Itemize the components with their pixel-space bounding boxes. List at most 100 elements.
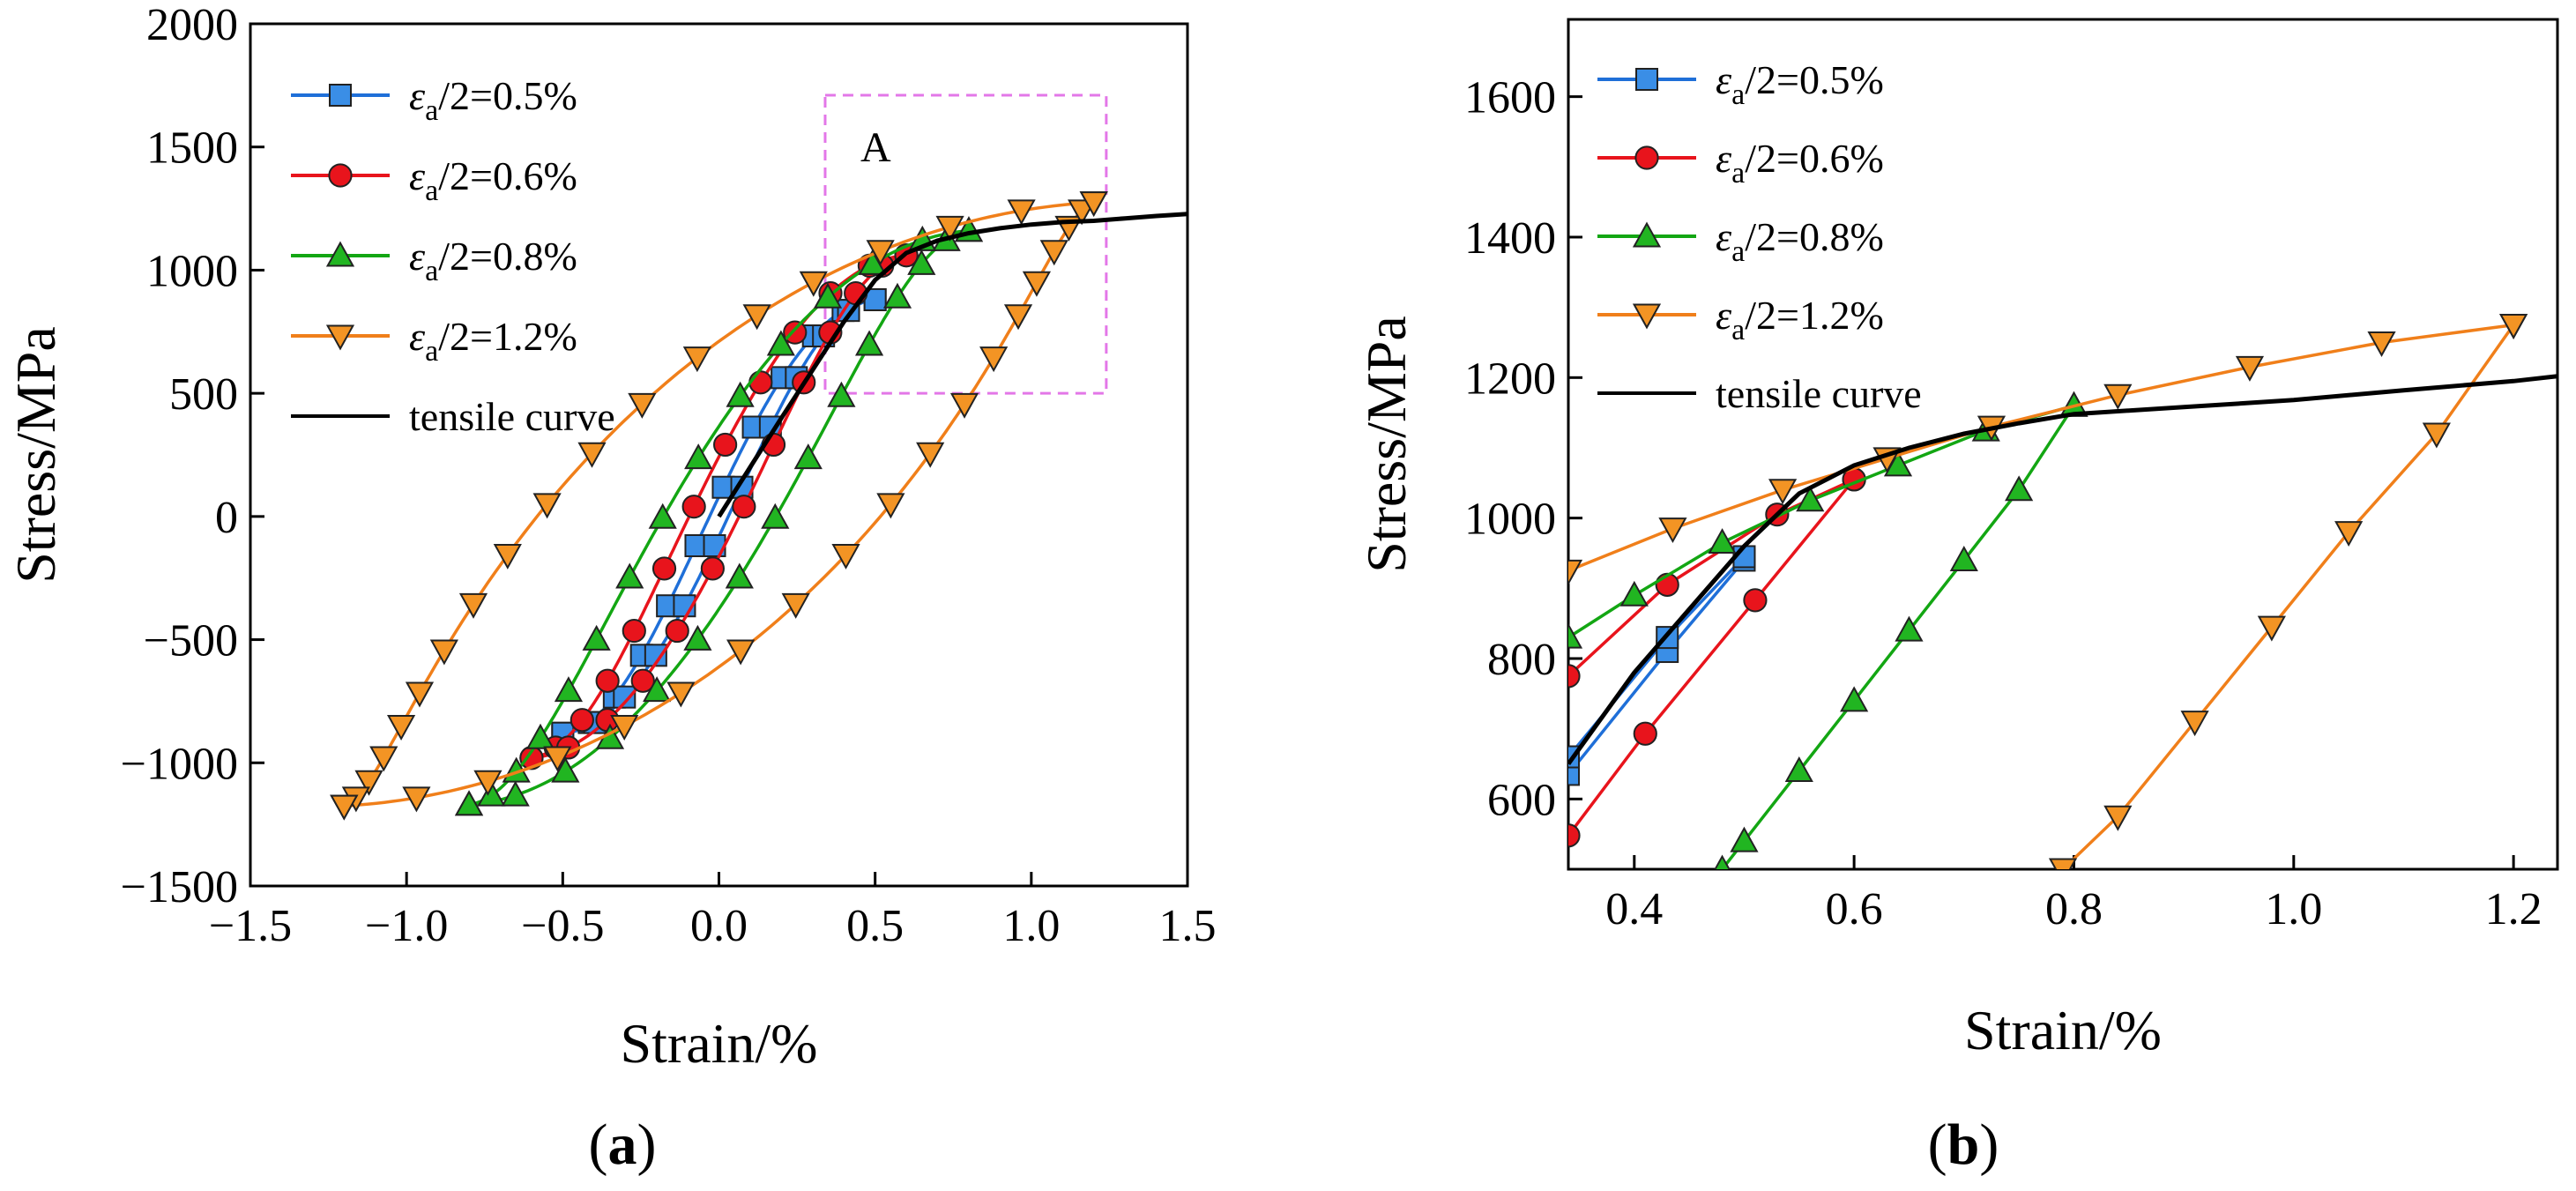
legend-subscript: a xyxy=(425,175,438,207)
y-tick-label: 600 xyxy=(1487,775,1556,825)
data-point xyxy=(402,786,431,813)
data-point xyxy=(454,790,484,816)
data-point xyxy=(2048,858,2078,869)
x-tick-label: 0.8 xyxy=(2045,884,2103,934)
y-tick-label: −500 xyxy=(144,616,238,666)
panel-label-open: ( xyxy=(1928,1113,1947,1177)
series-3 xyxy=(330,191,1108,821)
data-point xyxy=(554,676,584,703)
series-4 xyxy=(1568,374,2557,765)
data-point xyxy=(1784,756,1813,782)
x-tick-label: 1.0 xyxy=(2265,884,2322,934)
legend-entry: tensile curve xyxy=(409,394,615,439)
legend-symbol: ε xyxy=(409,153,426,198)
legend-subscript: a xyxy=(1731,78,1745,111)
data-point xyxy=(916,442,945,468)
series-line xyxy=(531,253,907,760)
legend-text: /2=1.2% xyxy=(1745,293,1884,338)
legend-text: /2=0.6% xyxy=(438,153,577,198)
y-tick-label: −1000 xyxy=(121,739,238,789)
panel-label-letter: a xyxy=(608,1113,637,1177)
data-point xyxy=(761,502,790,529)
legend-marker xyxy=(1634,145,1659,170)
legend-text: /2=0.6% xyxy=(1745,136,1884,181)
y-tick-label: 500 xyxy=(169,369,238,420)
series-line xyxy=(1721,405,2075,869)
legend-subscript: a xyxy=(425,335,438,368)
legend-subscript: a xyxy=(1731,314,1745,346)
y-tick-label: −1500 xyxy=(121,862,238,912)
data-point xyxy=(827,381,856,407)
legend-subscript: a xyxy=(1731,157,1745,190)
data-point xyxy=(799,271,828,297)
legend-entry: εa/2=0.6% xyxy=(409,153,577,207)
data-point xyxy=(1619,580,1649,607)
series-4 xyxy=(717,212,1187,518)
data-point xyxy=(1796,486,1825,512)
data-point xyxy=(493,543,522,569)
y-tick-label: 1000 xyxy=(146,246,238,296)
data-point xyxy=(628,392,657,419)
legend-text: /2=0.5% xyxy=(1745,57,1884,102)
legend-text: /2=0.8% xyxy=(1745,214,1884,259)
data-point xyxy=(876,493,905,519)
series-1 xyxy=(519,243,919,770)
legend: εa/2=0.5%εa/2=0.6%εa/2=0.8%εa/2=1.2%tens… xyxy=(1597,57,1922,416)
legend-marker xyxy=(1632,303,1662,330)
panel-label-open: ( xyxy=(589,1113,608,1177)
series-line xyxy=(1568,323,2514,573)
data-point xyxy=(622,618,646,644)
data-point xyxy=(1633,721,1657,746)
x-tick-label: 1.0 xyxy=(1002,901,1060,951)
plot-area xyxy=(1568,314,2557,869)
data-point xyxy=(651,556,677,581)
data-point xyxy=(595,668,620,693)
data-point xyxy=(2334,521,2364,547)
panel-a: −1.5 −1.0 −0.5 0.0 0.5 1.0 1.5 −1500 −1000 −500 0 5… xyxy=(4,0,1217,1177)
y-tick-label: 2000 xyxy=(146,0,238,50)
legend-entry: εa/2=0.6% xyxy=(1716,136,1884,190)
data-point xyxy=(2367,331,2396,357)
series-line xyxy=(717,212,1187,518)
y-tick-label: 1000 xyxy=(1464,495,1556,545)
data-point xyxy=(783,320,808,345)
y-tick-label: 1400 xyxy=(1464,213,1556,264)
data-point xyxy=(866,240,895,266)
data-point xyxy=(1568,823,1581,848)
data-point xyxy=(726,381,755,407)
data-point xyxy=(2103,383,2133,410)
data-point xyxy=(2005,475,2034,502)
legend-entry: εa/2=0.5% xyxy=(1716,57,1884,111)
legend-marker xyxy=(325,241,355,267)
data-point xyxy=(1039,240,1068,266)
data-point xyxy=(1568,664,1581,689)
legend-symbol: ε xyxy=(409,73,426,118)
legend-entry: εa/2=1.2% xyxy=(409,314,577,368)
data-point xyxy=(725,562,754,589)
data-point xyxy=(831,543,860,569)
x-tick-label: 0.4 xyxy=(1605,884,1663,934)
data-point xyxy=(684,534,708,558)
legend-subscript: a xyxy=(425,255,438,287)
legend-entry: tensile curve xyxy=(1716,371,1922,416)
data-point xyxy=(726,639,756,666)
x-axis-label: Strain/% xyxy=(621,1012,818,1075)
legend-text: /2=0.8% xyxy=(438,234,577,279)
data-point xyxy=(1768,479,1798,505)
data-point xyxy=(935,215,964,242)
series-line xyxy=(531,253,907,760)
legend-symbol: ε xyxy=(1716,214,1732,259)
panel-label: (b) xyxy=(1928,1113,1999,1177)
legend-entry: εa/2=0.8% xyxy=(409,234,577,287)
data-point xyxy=(666,681,696,708)
series-line xyxy=(343,200,1094,808)
data-point xyxy=(630,668,655,693)
x-tick-label: 0.5 xyxy=(846,901,904,951)
data-point xyxy=(742,304,771,331)
data-point xyxy=(577,442,607,468)
legend-marker xyxy=(1632,221,1662,248)
data-point xyxy=(1708,528,1737,555)
data-point xyxy=(1568,559,1583,585)
data-point xyxy=(813,282,843,309)
legend-entry: εa/2=1.2% xyxy=(1716,293,1884,346)
